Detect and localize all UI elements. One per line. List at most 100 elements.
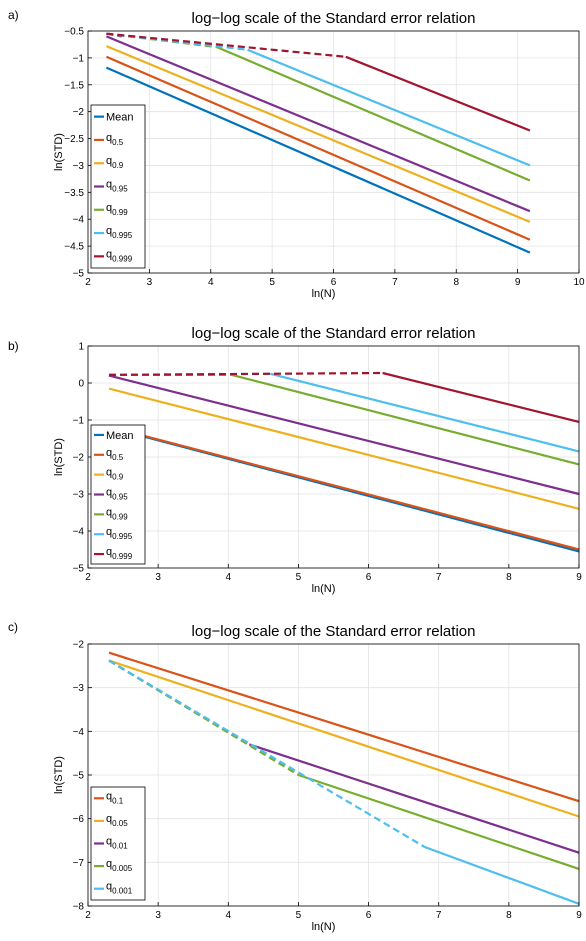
x-tick-label: 10 [573, 277, 585, 288]
chart-title: log−log scale of the Standard error rela… [192, 10, 476, 27]
x-tick-label: 2 [85, 572, 91, 583]
x-tick-label: 7 [392, 277, 398, 288]
series-line [108, 659, 580, 818]
y-tick-label: −5 [73, 269, 85, 280]
x-tick-label: 6 [366, 910, 372, 921]
x-tick-label: 9 [576, 910, 582, 921]
y-tick-label: −6 [73, 814, 85, 825]
y-tick-label: 1 [78, 342, 84, 353]
x-axis-label: ln(N) [312, 583, 336, 595]
series-line [424, 845, 580, 905]
series-line [105, 55, 531, 241]
series-line [105, 45, 531, 223]
y-tick-label: −4 [73, 215, 85, 226]
x-tick-label: 7 [436, 910, 442, 921]
legend: Mean q0.5 q0.9 q0.95 q0.99 q0.995 q0.999 [90, 424, 146, 565]
series-line [108, 425, 580, 551]
series-line [105, 35, 531, 213]
panel-label: c) [8, 620, 18, 634]
legend-label: q0.001 [106, 881, 133, 896]
legend-label: q0.9 [106, 467, 124, 482]
x-tick-label: 3 [155, 572, 161, 583]
legend-label: q0.005 [106, 858, 133, 873]
x-tick-label: 4 [208, 277, 214, 288]
y-axis-label: ln(STD) [53, 133, 65, 171]
y-tick-label: −2.5 [64, 134, 84, 145]
x-axis-label: ln(N) [312, 288, 336, 300]
x-tick-label: 4 [226, 572, 232, 583]
y-tick-label: −4.5 [64, 242, 84, 253]
chart-panel-b: b) log−log scale of the Standard error re… [8, 325, 582, 595]
y-tick-label: −2 [73, 107, 85, 118]
legend: Mean q0.5 q0.9 q0.95 q0.99 q0.995 q0.999 [90, 104, 146, 269]
legend-label: q0.01 [106, 836, 128, 851]
legend-label: Mean [106, 112, 134, 124]
x-tick-label: 5 [269, 277, 275, 288]
x-tick-label: 3 [155, 910, 161, 921]
legend-label: q0.99 [106, 506, 128, 521]
x-tick-label: 3 [147, 277, 153, 288]
panel-label: a) [8, 8, 19, 22]
y-axis-label: ln(STD) [53, 438, 65, 476]
y-tick-label: −3 [73, 161, 85, 172]
series-line [247, 48, 531, 167]
y-tick-label: −3 [73, 683, 85, 694]
y-tick-label: −4 [73, 727, 85, 738]
y-tick-label: −2 [73, 640, 85, 651]
x-tick-label: 8 [506, 910, 512, 921]
y-tick-label: −1 [73, 53, 85, 64]
legend-label: q0.05 [106, 813, 128, 828]
x-tick-label: 9 [515, 277, 521, 288]
series-line [108, 374, 580, 496]
chart-title: log−log scale of the Standard error rela… [192, 325, 476, 342]
y-tick-label: −1.5 [64, 80, 84, 91]
x-tick-label: 6 [366, 572, 372, 583]
series-line [382, 371, 580, 423]
legend-label: q0.95 [106, 487, 128, 502]
series-line [231, 373, 580, 466]
x-axis-label: ln(N) [312, 921, 336, 933]
y-tick-label: −3.5 [64, 188, 84, 199]
panel-label: b) [8, 339, 19, 353]
y-tick-label: 0 [78, 379, 84, 390]
y-tick-label: −5 [73, 564, 85, 575]
chart-title: log−log scale of the Standard error rela… [192, 623, 476, 640]
x-tick-label: 5 [296, 572, 302, 583]
y-tick-label: −0.5 [64, 27, 84, 38]
legend-label: q0.9 [106, 155, 124, 170]
legend-label: q0.95 [106, 179, 128, 194]
x-tick-label: 8 [506, 572, 512, 583]
y-tick-label: −2 [73, 453, 85, 464]
x-tick-label: 2 [85, 910, 91, 921]
y-tick-label: −4 [73, 527, 85, 538]
series-line [105, 66, 531, 254]
y-axis-label: ln(STD) [53, 756, 65, 794]
legend: q0.1 q0.05 q0.01 q0.005 q0.001 [90, 786, 146, 901]
legend-label: q0.99 [106, 202, 128, 217]
legend-label: q0.5 [106, 447, 124, 462]
series-line [108, 651, 580, 803]
legend-label: Mean [106, 430, 134, 442]
series-line [298, 773, 580, 870]
x-tick-label: 7 [436, 572, 442, 583]
y-tick-label: −1 [73, 416, 85, 427]
series-line [216, 46, 531, 182]
legend-label: q0.995 [106, 225, 133, 240]
x-tick-label: 4 [226, 910, 232, 921]
series-line [248, 743, 580, 854]
series-dashed-line [106, 32, 346, 58]
chart-panel-a: a) log−log scale of the Standard error re… [8, 8, 585, 300]
x-tick-label: 8 [453, 277, 459, 288]
x-tick-label: 2 [85, 277, 91, 288]
series-line [108, 387, 580, 510]
x-tick-label: 9 [576, 572, 582, 583]
y-tick-label: −7 [73, 858, 85, 869]
legend-label: q0.999 [106, 248, 133, 263]
legend-label: q0.5 [106, 132, 124, 147]
y-tick-label: −5 [73, 771, 85, 782]
legend-label: q0.999 [106, 546, 133, 561]
series-dashed-line [108, 659, 426, 848]
x-tick-label: 6 [331, 277, 337, 288]
series-dashed-line [108, 371, 383, 376]
legend-label: q0.995 [106, 526, 133, 541]
